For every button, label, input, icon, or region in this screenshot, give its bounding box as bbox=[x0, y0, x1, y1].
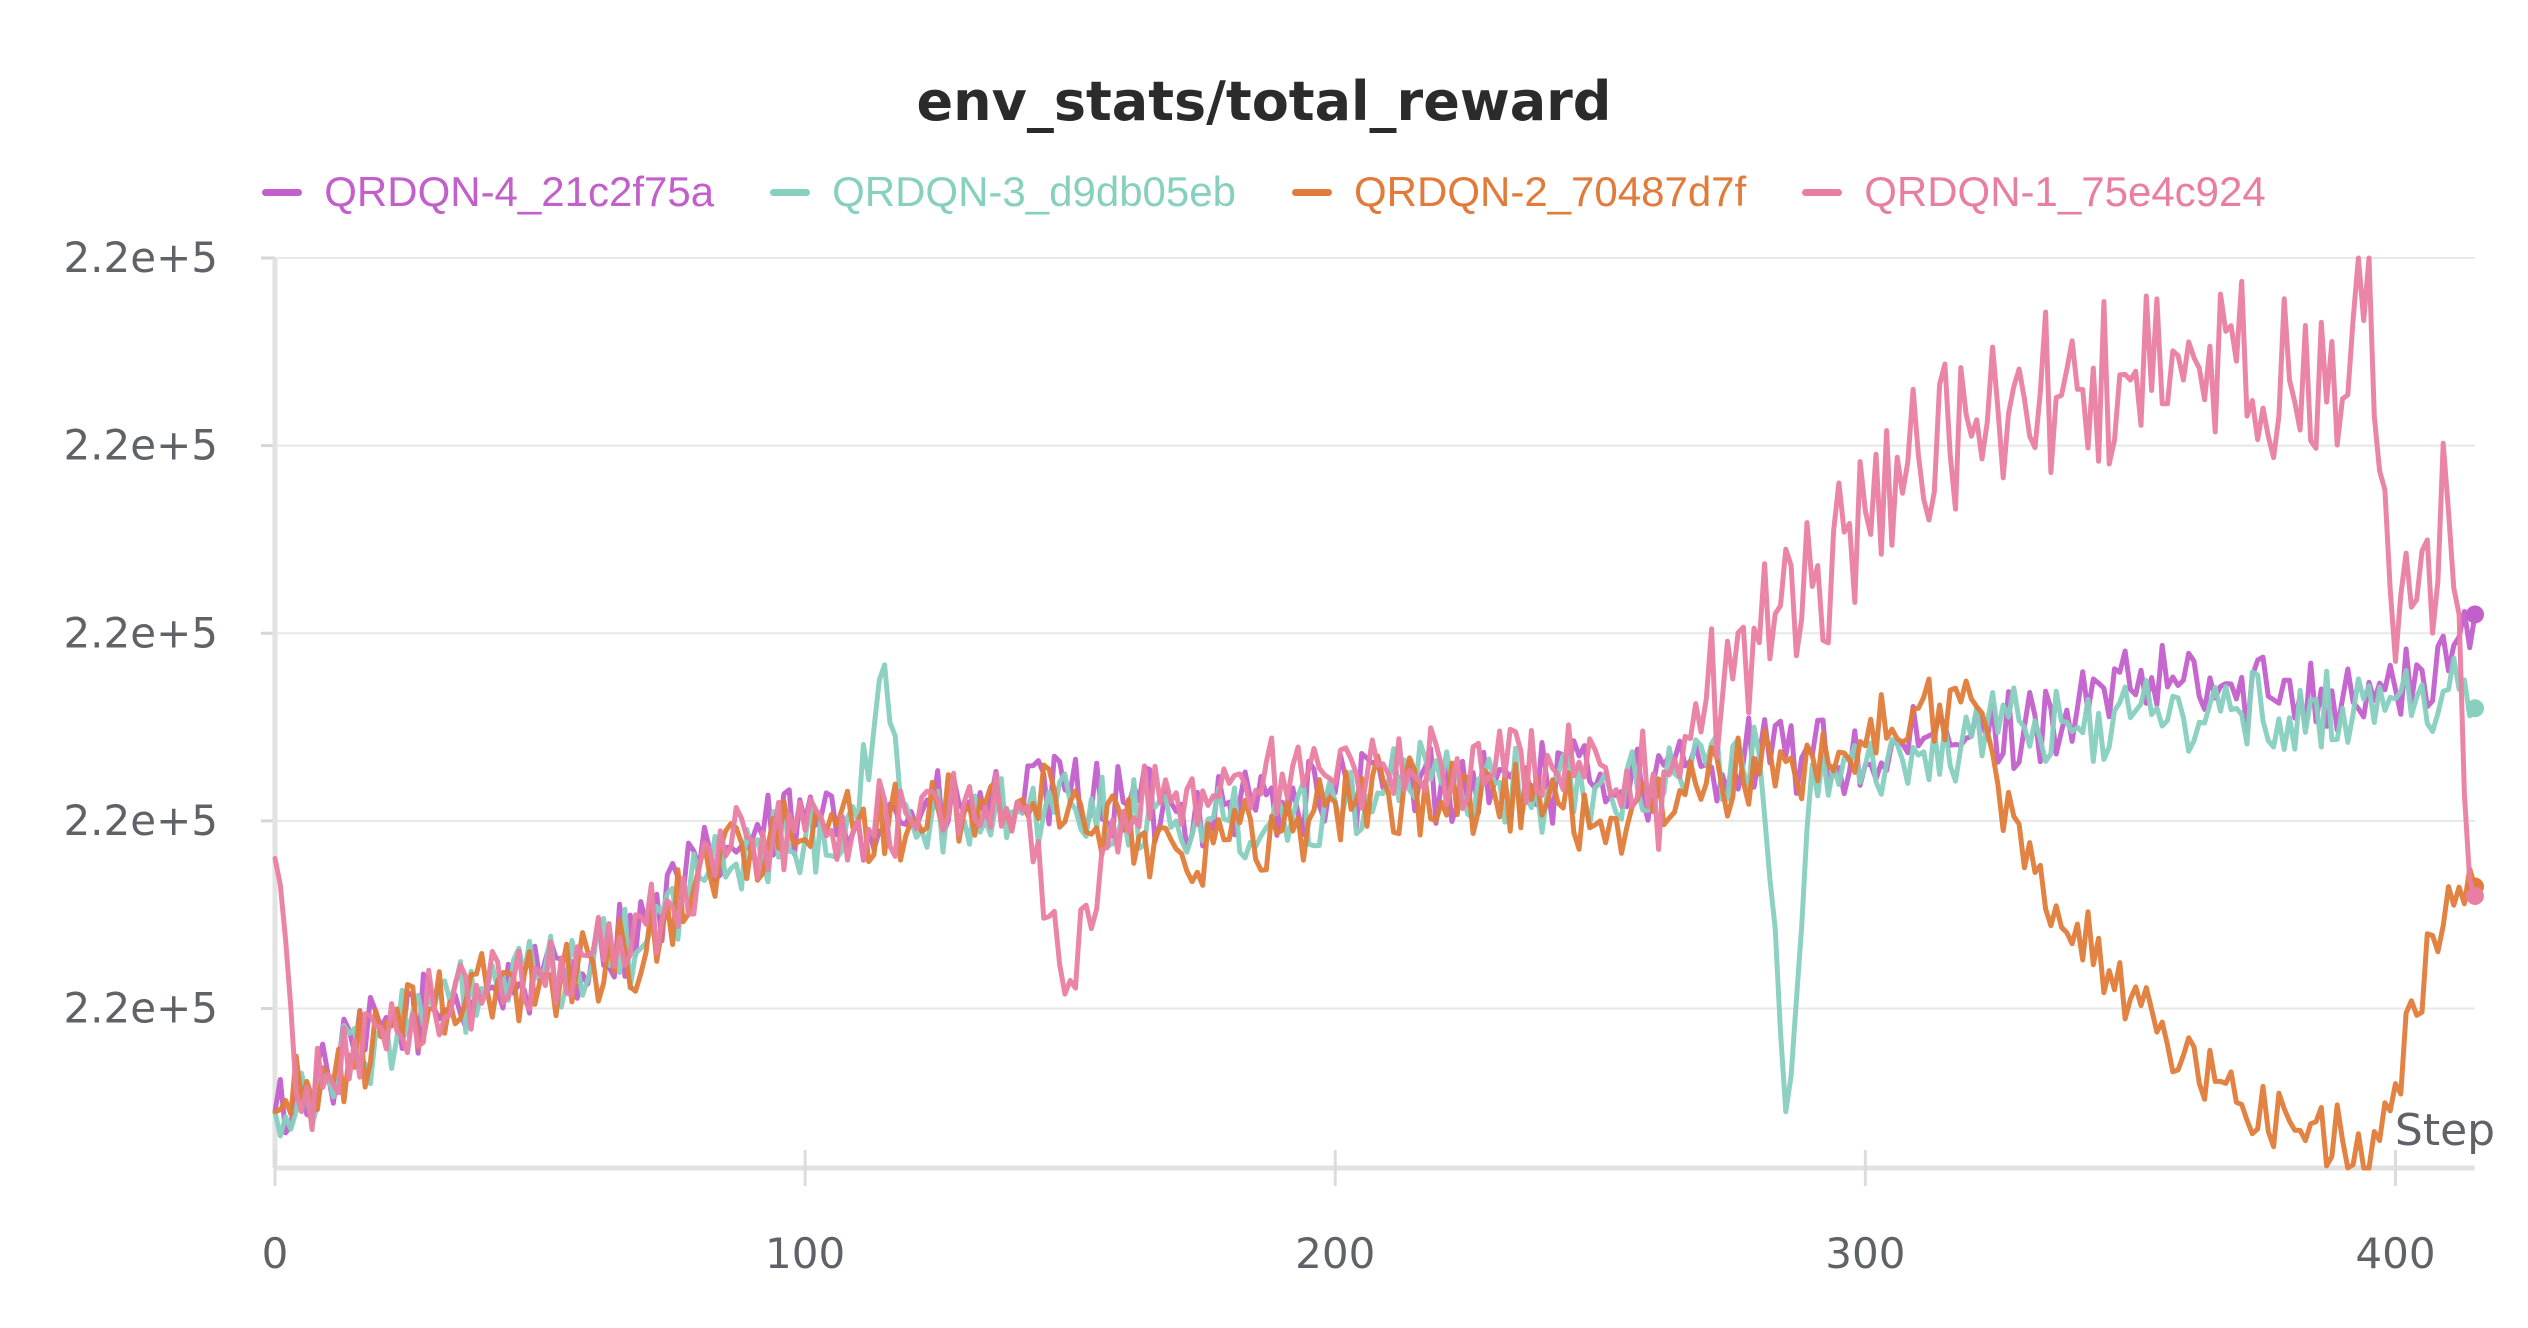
legend-swatch bbox=[1802, 188, 1843, 196]
x-tick-label: 400 bbox=[2355, 1229, 2435, 1278]
legend-label: QRDQN-2_70487d7f bbox=[1354, 168, 1747, 215]
series-end-point-2 bbox=[2466, 699, 2484, 718]
legend-swatch bbox=[262, 188, 303, 196]
legend-entry[interactable]: QRDQN-1_75e4c924 bbox=[1802, 168, 2266, 216]
tick-labels: 2.2e+5 2.2e+5 2.2e+5 2.2e+5 2.2e+5 0 100 200 300… bbox=[63, 233, 2495, 1278]
series-line-4 bbox=[272, 255, 2478, 1133]
axes bbox=[272, 258, 2475, 1186]
y-tick-label: 2.2e+5 bbox=[63, 608, 218, 657]
series-line-2 bbox=[272, 655, 2478, 1139]
legend-swatch bbox=[770, 188, 811, 196]
legend-entry[interactable]: QRDQN-3_d9db05eb bbox=[770, 168, 1236, 216]
chart-title: env_stats/total_reward bbox=[916, 70, 1612, 133]
legend-entry[interactable]: QRDQN-4_21c2f75a bbox=[262, 168, 714, 216]
x-tick-label: 200 bbox=[1295, 1229, 1375, 1278]
legend-label: QRDQN-4_21c2f75a bbox=[324, 168, 715, 215]
series-line-3 bbox=[272, 676, 2478, 1171]
x-tick-label: 100 bbox=[765, 1229, 845, 1278]
legend-entry[interactable]: QRDQN-2_70487d7f bbox=[1292, 168, 1746, 216]
x-axis-label: Step bbox=[2395, 1105, 2495, 1156]
x-tick-label: 300 bbox=[1825, 1229, 1905, 1278]
legend: QRDQN-4_21c2f75a QRDQN-3_d9db05eb QRDQN-2_… bbox=[0, 168, 2528, 216]
series-end-point-4 bbox=[2466, 886, 2484, 905]
legend-label: QRDQN-1_75e4c924 bbox=[1864, 168, 2266, 215]
series-lines bbox=[272, 255, 2484, 1171]
y-tick-label: 2.2e+5 bbox=[63, 984, 218, 1033]
y-tick-label: 2.2e+5 bbox=[63, 796, 218, 845]
y-tick-label: 2.2e+5 bbox=[63, 421, 218, 470]
y-tick-label: 2.2e+5 bbox=[63, 233, 218, 282]
x-tick-label: 0 bbox=[262, 1229, 289, 1278]
series-end-point-1 bbox=[2466, 605, 2484, 624]
legend-label: QRDQN-3_d9db05eb bbox=[832, 168, 1236, 215]
legend-swatch bbox=[1292, 188, 1332, 196]
